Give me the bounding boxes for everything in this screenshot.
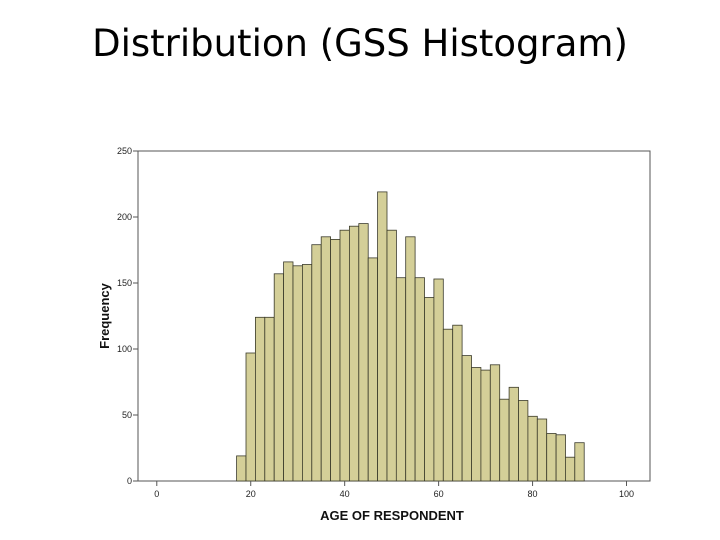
slide-title: Distribution (GSS Histogram) [92, 22, 628, 65]
x-axis: 0 20 40 60 80 100 [154, 481, 634, 499]
histogram-bar [442, 328, 454, 482]
x-tick-label: 0 [154, 489, 159, 499]
histogram-bar [292, 265, 303, 482]
histogram-bar [339, 229, 350, 482]
x-axis-title: AGE OF RESPONDENT [320, 508, 464, 523]
y-tick-label: 0 [127, 476, 132, 486]
y-tick-label: 50 [122, 410, 132, 420]
histogram-bar [471, 367, 482, 482]
histogram-bar [499, 398, 510, 482]
x-tick-label: 60 [434, 489, 444, 499]
y-axis: 0 50 100 150 200 250 [117, 146, 138, 486]
histogram-bar [574, 442, 585, 482]
histogram-bar [424, 297, 435, 482]
histogram-bar [320, 236, 332, 482]
y-tick-label: 200 [117, 212, 132, 222]
histogram-bar [461, 355, 472, 482]
histogram-bar [536, 418, 548, 482]
histogram-bar [367, 257, 379, 482]
x-tick-label: 20 [246, 489, 256, 499]
histogram-bar [405, 236, 416, 482]
histogram-bar [518, 400, 529, 482]
histogram-bar [283, 261, 294, 482]
histogram-bar [236, 455, 247, 482]
histogram-bar [245, 352, 256, 482]
histogram-bar [273, 273, 285, 482]
histogram-bar [348, 225, 360, 482]
histogram-bar [386, 229, 397, 482]
histogram-bar [301, 264, 313, 482]
histogram-bar [555, 434, 566, 482]
histogram-bar [489, 364, 501, 482]
histogram-bar [565, 456, 576, 482]
x-tick-label: 80 [528, 489, 538, 499]
histogram-bar [452, 324, 463, 482]
histogram-bar [414, 277, 425, 482]
histogram-bar [377, 191, 388, 482]
y-tick-label: 100 [117, 344, 132, 354]
histogram-bar [330, 238, 341, 482]
y-tick-label: 150 [117, 278, 132, 288]
histogram-bar [546, 433, 557, 482]
histogram-bar [395, 277, 407, 482]
histogram-bar [264, 316, 275, 482]
histogram-bar [358, 223, 369, 482]
histogram-bar [433, 278, 444, 482]
y-tick-label: 250 [117, 146, 132, 156]
histogram-bar [311, 244, 322, 482]
bars-group [236, 191, 585, 482]
x-tick-label: 100 [619, 489, 634, 499]
histogram-bar [480, 369, 491, 482]
histogram-bar [508, 386, 519, 482]
histogram-bar [254, 316, 266, 482]
y-axis-title: Frequency [97, 282, 112, 349]
x-tick-label: 40 [340, 489, 350, 499]
histogram-bar [527, 415, 538, 482]
